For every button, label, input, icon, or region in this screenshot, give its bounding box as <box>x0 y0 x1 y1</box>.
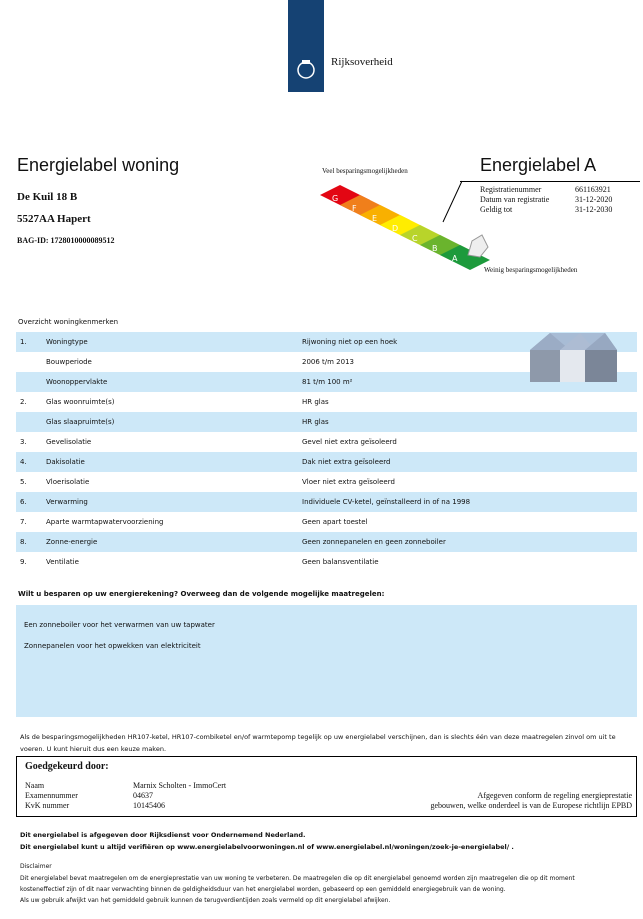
row-number: 5. <box>20 478 27 486</box>
pointer-line <box>442 180 463 223</box>
row-value: Gevel niet extra geïsoleerd <box>302 438 397 446</box>
verify-text: Dit energielabel kunt u altijd verifiëre… <box>20 843 514 851</box>
row-value: Geen apart toestel <box>302 518 368 526</box>
scale-letter: C <box>412 234 418 243</box>
scale-letter: F <box>352 204 357 213</box>
row-value: HR glas <box>302 418 329 426</box>
disclaimer-line: Dit energielabel bevat maatregelen om de… <box>20 875 575 882</box>
disclaimer-line: kosteneffectief zijn of dit naar verwach… <box>20 886 506 893</box>
table-row: 6. Verwarming Individuele CV-ketel, geïnst… <box>16 492 637 512</box>
table-row: 2. Glas woonruimte(s) HR glas <box>16 392 637 412</box>
row-value: Vloer niet extra geïsoleerd <box>302 478 395 486</box>
row-label: Verwarming <box>46 498 88 506</box>
field-value: 04637 <box>133 791 153 800</box>
table-row: Bouwperiode 2006 t/m 2013 <box>16 352 637 372</box>
table-row: Woonoppervlakte 81 t/m 100 m² <box>16 372 637 392</box>
scale-top-caption: Veel besparingsmogelijkheden <box>322 167 408 175</box>
row-label: Vloerisolatie <box>46 478 90 486</box>
row-label: Woningtype <box>46 338 88 346</box>
row-number: 3. <box>20 438 27 446</box>
table-row: Glas slaapruimte(s) HR glas <box>16 412 637 432</box>
address-postal-city: 5527AA Hapert <box>17 213 91 225</box>
row-value: Individuele CV-ketel, geïnstalleerd in o… <box>302 498 471 506</box>
coat-of-arms-icon <box>297 60 315 79</box>
scale-letter: A <box>452 254 458 263</box>
bag-id: BAG-ID: 1728010000089512 <box>17 236 115 245</box>
row-label: Glas slaapruimte(s) <box>46 418 115 426</box>
row-number: 2. <box>20 398 27 406</box>
approved-title: Goedgekeurd door: <box>25 761 109 772</box>
measure-item: Een zonneboiler voor het verwarmen van u… <box>24 621 215 629</box>
label-title: Energielabel A <box>480 155 597 175</box>
row-value: Rijwoning niet op een hoek <box>302 338 398 346</box>
row-number: 6. <box>20 498 27 506</box>
row-label: Gevelisolatie <box>46 438 92 446</box>
overview-title: Overzicht woningkenmerken <box>18 318 119 326</box>
house-icon <box>530 333 617 382</box>
field-label: Examennummer <box>25 791 78 800</box>
disclaimer-line: Als uw gebruik afwijkt van het gemiddeld… <box>20 897 391 904</box>
row-value: Dak niet extra geïsoleerd <box>302 458 391 466</box>
row-number: 4. <box>20 458 27 466</box>
conform-text-2: gebouwen, welke onderdeel is van de Euro… <box>430 801 633 810</box>
logo-text: Rijksoverheid <box>331 56 393 68</box>
row-value: 81 t/m 100 m² <box>302 378 353 386</box>
row-value: HR glas <box>302 398 329 406</box>
row-number: 8. <box>20 538 27 546</box>
measures-box: Een zonneboiler voor het verwarmen van u… <box>16 605 637 717</box>
energy-scale-graphic: G F E D C B A <box>320 185 490 270</box>
table-row: 1. Woningtype Rijwoning niet op een hoek <box>16 332 637 352</box>
row-value: Geen zonnepanelen en geen zonneboiler <box>302 538 446 546</box>
field-value: 10145406 <box>133 801 165 810</box>
scale-letter: D <box>392 224 398 233</box>
disclaimer-title: Disclaimer <box>20 863 52 870</box>
row-label: Ventilatie <box>46 558 79 566</box>
row-number: 7. <box>20 518 27 526</box>
conform-text-1: Afgegeven conform de regeling energiepre… <box>477 791 632 800</box>
address-street: De Kuil 18 B <box>17 191 78 203</box>
row-label: Zonne-energie <box>46 538 98 546</box>
divider <box>460 181 640 182</box>
measure-item: Zonnepanelen voor het opwekken van elekt… <box>24 642 201 650</box>
scale-bottom-caption: Weinig besparingsmogelijkheden <box>484 266 578 274</box>
row-label: Bouwperiode <box>46 358 92 366</box>
scale-letter: G <box>332 194 338 203</box>
row-value: Geen balansventilatie <box>302 558 379 566</box>
scale-band-A <box>440 245 490 270</box>
measures-note: Als de besparingsmogelijkheden HR107-ket… <box>20 733 616 753</box>
approved-by-box: Goedgekeurd door: Naam Marnix Scholten -… <box>16 756 637 817</box>
rijksoverheid-logo <box>288 0 324 92</box>
row-label: Glas woonruimte(s) <box>46 398 115 406</box>
row-number: 9. <box>20 558 27 566</box>
table-row: 3. Gevelisolatie Gevel niet extra geïsolee… <box>16 432 637 452</box>
scale-letter: B <box>432 244 438 253</box>
scale-letter: E <box>372 214 377 223</box>
row-value: 2006 t/m 2013 <box>302 358 355 366</box>
row-label: Dakisolatie <box>46 458 85 466</box>
page-title: Energielabel woning <box>17 155 180 175</box>
row-label: Aparte warmtapwatervoorziening <box>46 518 164 526</box>
measures-question: Wilt u besparen op uw energierekening? O… <box>18 590 385 598</box>
row-number: 1. <box>20 338 27 346</box>
table-row: 4. Dakisolatie Dak niet extra geïsoleerd <box>16 452 637 472</box>
table-row: 5. Vloerisolatie Vloer niet extra geïsolee… <box>16 472 637 492</box>
field-label: KvK nummer <box>25 801 70 810</box>
row-label: Woonoppervlakte <box>46 378 108 386</box>
field-label: Naam <box>25 781 45 790</box>
table-row: 7. Aparte warmtapwatervoorziening Geen apa… <box>16 512 637 532</box>
table-row: 9. Ventilatie Geen balansventilatie <box>16 552 637 572</box>
table-row: 8. Zonne-energie Geen zonnepanelen en geen… <box>16 532 637 552</box>
issuer-text: Dit energielabel is afgegeven door Rijks… <box>20 831 306 839</box>
field-value: Marnix Scholten - ImmoCert <box>133 781 227 790</box>
house-marker-icon <box>467 234 489 258</box>
